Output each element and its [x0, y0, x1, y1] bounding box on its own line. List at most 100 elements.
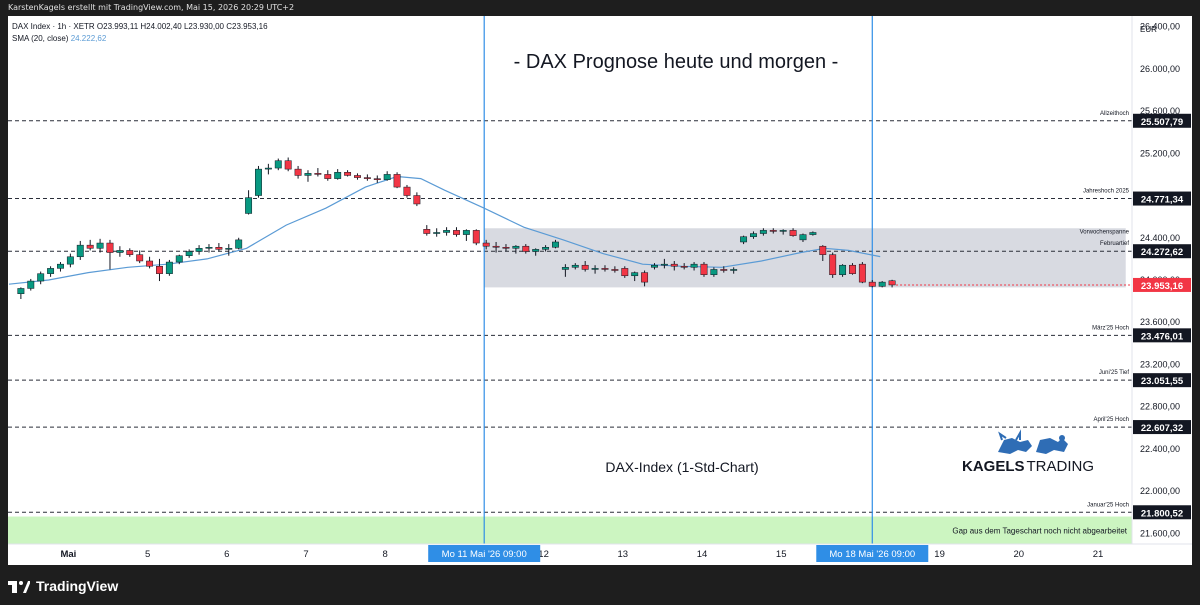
- candle: [116, 250, 124, 253]
- candle: [235, 239, 243, 249]
- candle: [878, 281, 886, 287]
- candle: [680, 266, 688, 268]
- candle: [255, 168, 262, 196]
- x-tick-label: 19: [934, 549, 945, 560]
- level-price-label-bg: [1133, 505, 1191, 520]
- level-price-label: 25.507,79: [1141, 117, 1183, 128]
- y-tick-label: 26.400,00: [1140, 22, 1180, 32]
- level-price-label: 22.607,32: [1141, 423, 1183, 434]
- sma-legend-label: SMA (20, close) 24.222,62: [12, 34, 107, 43]
- candle: [472, 230, 480, 244]
- chart-subtitle: DAX-Index (1-Std-Chart): [605, 459, 758, 475]
- candle: [314, 173, 322, 175]
- candle: [274, 160, 282, 169]
- level-name: Jahreshoch 2025: [1083, 189, 1130, 195]
- candle: [710, 269, 718, 275]
- level-price-label-bg: [1133, 328, 1191, 343]
- candle: [829, 254, 837, 275]
- candle: [779, 230, 787, 232]
- candle: [324, 174, 332, 179]
- candle: [700, 263, 708, 275]
- candle: [47, 268, 55, 274]
- level-name: Januar'25 Hoch: [1087, 502, 1129, 508]
- candle: [462, 230, 470, 235]
- y-tick-label: 24.400,00: [1140, 233, 1180, 243]
- candle: [146, 260, 154, 267]
- candle: [354, 175, 361, 178]
- candle: [601, 268, 609, 270]
- candle: [502, 247, 510, 249]
- level-price-label-bg: [1133, 191, 1191, 206]
- candle: [621, 268, 629, 277]
- tradingview-brand: TradingView: [36, 578, 119, 594]
- candle: [561, 267, 569, 270]
- candle: [522, 245, 530, 252]
- x-tick-label: 14: [697, 549, 708, 560]
- candle: [344, 172, 352, 176]
- y-tick-label: 22.800,00: [1140, 402, 1180, 412]
- candle: [37, 273, 45, 282]
- candle: [591, 268, 599, 270]
- x-tick-label: 20: [1014, 549, 1025, 560]
- candle: [482, 242, 490, 247]
- last-price-label-bg: [1133, 277, 1191, 292]
- x-tick-label: 21: [1093, 549, 1104, 560]
- candle: [423, 229, 431, 234]
- candle: [769, 230, 777, 232]
- range-box-label: Vorwochenspanne: [1080, 229, 1130, 235]
- level-price-label: 24.272,62: [1141, 247, 1183, 258]
- candle: [443, 230, 451, 233]
- candle: [264, 167, 272, 170]
- candle: [819, 245, 827, 255]
- x-tick-label: 5: [145, 549, 150, 560]
- candle: [542, 247, 550, 250]
- candle: [245, 197, 253, 214]
- x-tick-label: 12: [538, 549, 549, 560]
- candle: [225, 248, 233, 250]
- level-name: Februartief: [1100, 241, 1129, 247]
- candle: [750, 233, 757, 237]
- candlestick-chart[interactable]: Gap aus dem Tageschart noch nicht abgear…: [8, 16, 1192, 565]
- candle: [888, 280, 896, 286]
- candle: [571, 264, 579, 268]
- candle: [849, 264, 856, 274]
- gap-zone-label: Gap aus dem Tageschart noch nicht abgear…: [952, 526, 1127, 535]
- x-tick-label: 13: [618, 549, 629, 560]
- candle: [809, 232, 817, 235]
- level-price-label: 23.476,01: [1141, 331, 1184, 342]
- bull-bear-icon: [998, 429, 1068, 454]
- chart-title: - DAX Prognose heute und morgen -: [514, 51, 839, 73]
- y-tick-label: 22.000,00: [1140, 486, 1180, 496]
- candle: [581, 264, 589, 270]
- candle: [720, 269, 728, 271]
- time-marker-label-bg: [428, 545, 541, 562]
- candle: [165, 261, 173, 274]
- candle: [641, 272, 649, 283]
- candle: [373, 178, 381, 180]
- candle: [106, 242, 114, 253]
- candle: [740, 236, 748, 243]
- y-tick-label: 25.600,00: [1140, 106, 1180, 116]
- brand-logo-text: KAGELS TRADING: [962, 458, 1094, 475]
- candle: [512, 245, 520, 249]
- level-price-label: 24.771,34: [1141, 195, 1184, 206]
- candle: [858, 263, 866, 283]
- candle: [492, 245, 500, 248]
- candle: [195, 248, 203, 252]
- level-name: April'25 Hoch: [1094, 417, 1130, 423]
- candle: [304, 173, 312, 176]
- tradingview-footer[interactable]: TradingView: [8, 575, 118, 597]
- x-tick-label: 15: [776, 549, 787, 560]
- candle: [611, 269, 619, 271]
- candle: [185, 251, 193, 256]
- chart-panel[interactable]: Gap aus dem Tageschart noch nicht abgear…: [8, 16, 1192, 565]
- x-tick-label: 7: [303, 549, 308, 560]
- candle: [383, 174, 391, 180]
- candle: [789, 230, 797, 236]
- candle: [670, 263, 678, 267]
- level-price-label-bg: [1133, 373, 1191, 388]
- level-name: Allzeithoch: [1100, 111, 1129, 117]
- candle: [799, 234, 807, 241]
- candle: [17, 288, 25, 294]
